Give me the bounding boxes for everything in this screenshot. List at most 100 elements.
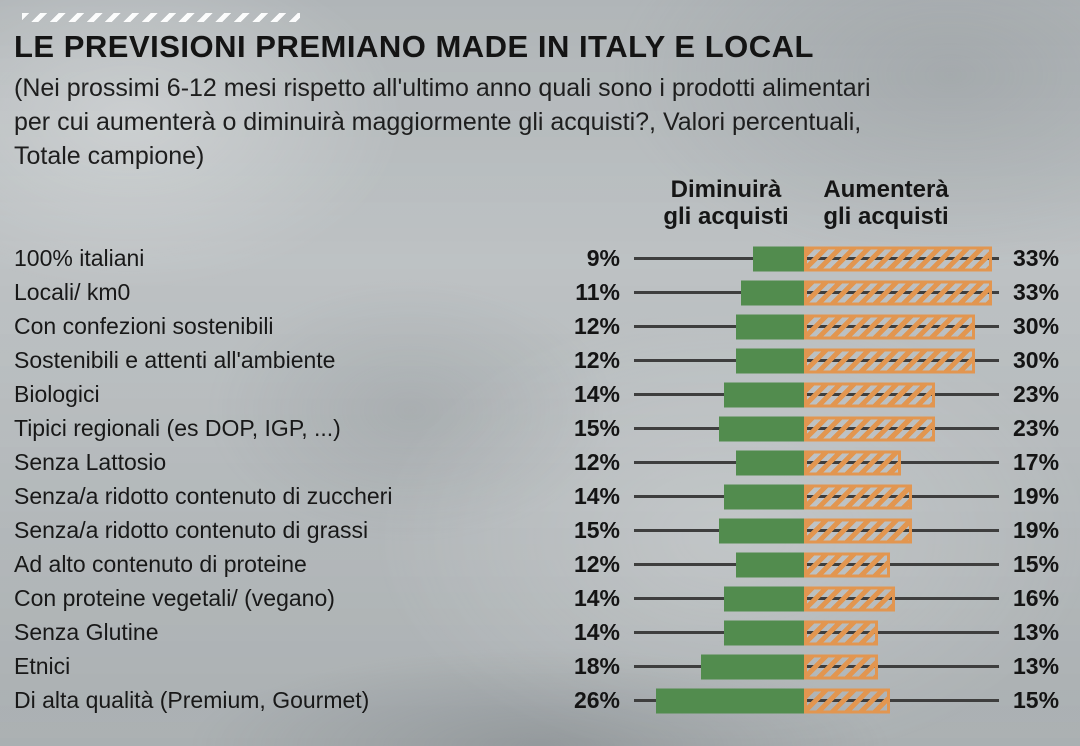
bar-zone [634, 514, 999, 548]
decrease-value-label: 15% [573, 517, 620, 544]
chart-row: Con confezioni sostenibili 12% 30% [14, 310, 1080, 344]
chart-row: Senza Lattosio 12% 17% [14, 446, 1080, 480]
decrease-bar [735, 552, 804, 578]
bar-zone [634, 616, 999, 650]
legend-decrease: Diminuirà gli acquisti [663, 176, 788, 230]
decrease-value-label: 12% [573, 551, 620, 578]
increase-bar [804, 280, 993, 306]
increase-value-label: 15% [1013, 687, 1060, 714]
decrease-value-label: 12% [573, 347, 620, 374]
category-label: Senza/a ridotto contenuto di zuccheri [14, 483, 393, 510]
chart-row: Locali/ km0 11% 33% [14, 276, 1080, 310]
chart-row: 100% italiani 9% 33% [14, 242, 1080, 276]
increase-bar [804, 586, 896, 612]
bar-zone [634, 480, 999, 514]
bar-zone [634, 242, 999, 276]
chart-title: LE PREVISIONI PREMIANO MADE IN ITALY E L… [14, 29, 814, 64]
chart-rows: 100% italiani 9% 33% Locali/ km0 11% 33%… [14, 242, 1080, 718]
subtitle-line-3: Totale campione) [14, 141, 205, 170]
bar-zone [634, 446, 999, 480]
increase-value-label: 23% [1013, 381, 1060, 408]
decrease-bar [655, 688, 804, 714]
increase-bar [804, 382, 936, 408]
decrease-value-label: 14% [573, 483, 620, 510]
legend-decrease-line-1: Diminuirà [670, 175, 782, 203]
decrease-value-label: 12% [573, 449, 620, 476]
category-label: Tipici regionali (es DOP, IGP, ...) [14, 415, 341, 442]
increase-value-label: 17% [1013, 449, 1060, 476]
chart-row: Sostenibili e attenti all'ambiente 12% 3… [14, 344, 1080, 378]
decrease-value-label: 15% [573, 415, 620, 442]
chart-row: Senza/a ridotto contenuto di grassi 15% … [14, 514, 1080, 548]
decrease-bar [701, 654, 804, 680]
increase-bar [804, 518, 913, 544]
increase-bar [804, 314, 975, 340]
chart-row: Etnici 18% 13% [14, 650, 1080, 684]
legend-increase-line-2: gli acquisti [823, 202, 949, 230]
increase-value-label: 23% [1013, 415, 1060, 442]
decrease-bar [735, 450, 804, 476]
legend-increase-line-1: Aumenterà [823, 175, 949, 203]
decorative-hatch-strip [22, 13, 300, 22]
increase-value-label: 33% [1013, 245, 1060, 272]
decrease-value-label: 14% [573, 381, 620, 408]
subtitle-line-2: per cui aumenterà o diminuirà maggiormen… [14, 107, 862, 136]
category-label: Etnici [14, 653, 71, 680]
increase-bar [804, 450, 901, 476]
legend-increase: Aumenterà gli acquisti [823, 176, 948, 230]
category-label: 100% italiani [14, 245, 145, 272]
decrease-bar [724, 620, 804, 646]
legend-zone: Diminuirà gli acquisti Aumenterà gli acq… [634, 174, 999, 236]
increase-bar [804, 348, 975, 374]
category-label: Di alta qualità (Premium, Gourmet) [14, 687, 370, 714]
subtitle-line-1: (Nei prossimi 6-12 mesi rispetto all'ult… [14, 73, 871, 102]
category-label: Senza Glutine [14, 619, 159, 646]
decrease-value-label: 14% [573, 585, 620, 612]
increase-bar [804, 620, 879, 646]
chart-row: Senza Glutine 14% 13% [14, 616, 1080, 650]
decrease-bar [735, 348, 804, 374]
bar-zone [634, 650, 999, 684]
increase-bar [804, 688, 890, 714]
chart-row: Ad alto contenuto di proteine 12% 15% [14, 548, 1080, 582]
increase-bar [804, 654, 879, 680]
chart-row: Con proteine vegetali/ (vegano) 14% 16% [14, 582, 1080, 616]
legend-row: Diminuirà gli acquisti Aumenterà gli acq… [14, 174, 1080, 236]
decrease-value-label: 11% [575, 279, 620, 306]
increase-bar [804, 246, 993, 272]
bar-zone [634, 412, 999, 446]
decrease-value-label: 9% [586, 245, 620, 272]
decrease-bar [724, 382, 804, 408]
category-label: Senza/a ridotto contenuto di grassi [14, 517, 369, 544]
increase-value-label: 15% [1013, 551, 1060, 578]
increase-bar [804, 484, 913, 510]
bar-zone [634, 310, 999, 344]
category-label: Ad alto contenuto di proteine [14, 551, 307, 578]
increase-value-label: 30% [1013, 313, 1060, 340]
increase-value-label: 13% [1013, 619, 1060, 646]
legend-decrease-line-2: gli acquisti [663, 202, 789, 230]
decrease-bar [735, 314, 804, 340]
bar-zone [634, 378, 999, 412]
decrease-bar [718, 416, 804, 442]
increase-value-label: 19% [1013, 517, 1060, 544]
increase-value-label: 33% [1013, 279, 1060, 306]
decrease-bar [718, 518, 804, 544]
category-label: Senza Lattosio [14, 449, 167, 476]
increase-value-label: 30% [1013, 347, 1060, 374]
increase-value-label: 19% [1013, 483, 1060, 510]
decrease-value-label: 12% [573, 313, 620, 340]
chart-subtitle: (Nei prossimi 6-12 mesi rispetto all'ult… [14, 71, 1080, 173]
chart-row: Biologici 14% 23% [14, 378, 1080, 412]
decrease-value-label: 14% [573, 619, 620, 646]
category-label: Con proteine vegetali/ (vegano) [14, 585, 335, 612]
decrease-bar [752, 246, 804, 272]
decrease-bar [724, 586, 804, 612]
chart-row: Senza/a ridotto contenuto di zuccheri 14… [14, 480, 1080, 514]
chart-row: Di alta qualità (Premium, Gourmet) 26% 1… [14, 684, 1080, 718]
category-label: Con confezioni sostenibili [14, 313, 274, 340]
bar-zone [634, 344, 999, 378]
chart-row: Tipici regionali (es DOP, IGP, ...) 15% … [14, 412, 1080, 446]
decrease-bar [724, 484, 804, 510]
